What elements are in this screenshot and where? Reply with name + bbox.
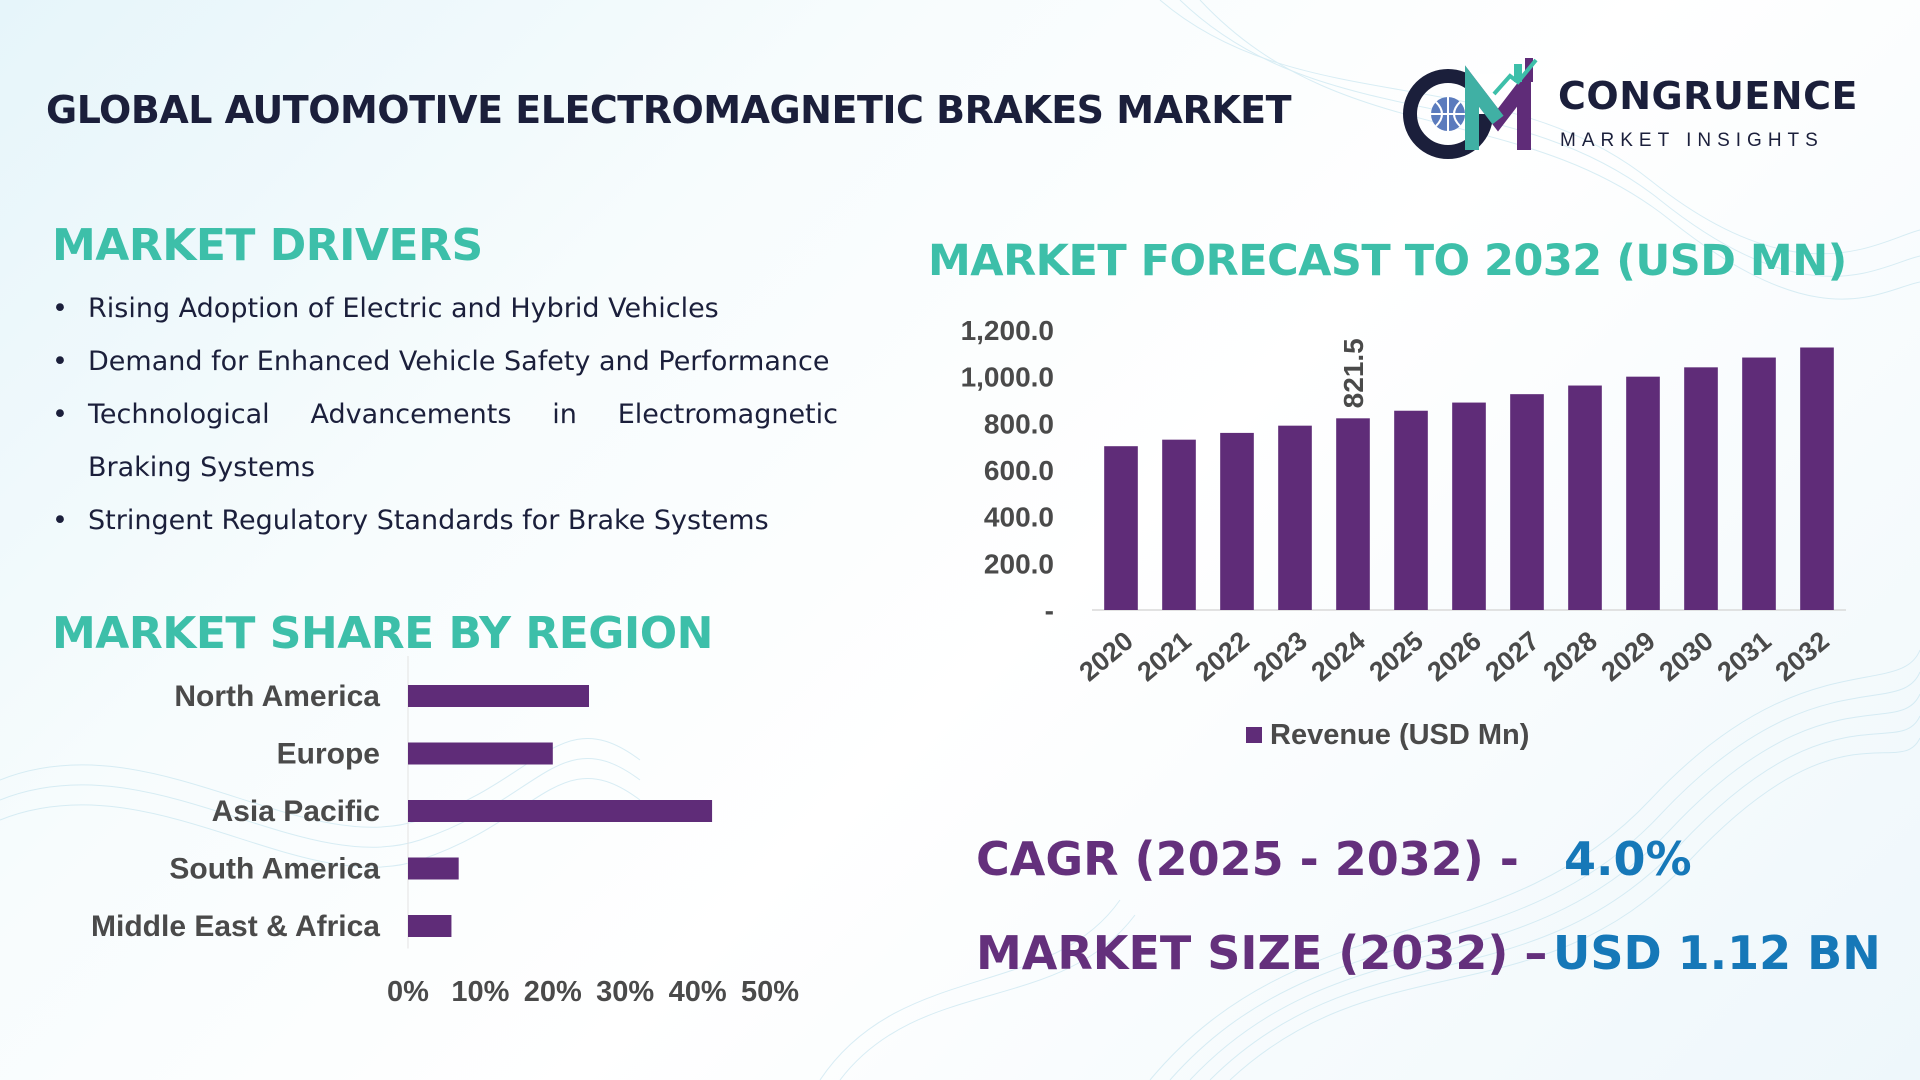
region-category-label: Asia Pacific xyxy=(212,795,380,828)
driver-item: Demand for Enhanced Vehicle Safety and P… xyxy=(52,335,838,388)
market-size-row: MARKET SIZE (2032) – USD 1.12 BN xyxy=(976,926,1881,980)
cagr-row: CAGR (2025 - 2032) - 4.0% xyxy=(976,832,1692,886)
forecast-x-tick-label: 2028 xyxy=(1538,626,1603,688)
forecast-x-tick-label: 2030 xyxy=(1654,626,1719,688)
region-x-tick-label: 20% xyxy=(524,976,582,1008)
cagr-value: 4.0% xyxy=(1564,832,1692,886)
page-title: GLOBAL AUTOMOTIVE ELECTROMAGNETIC BRAKES… xyxy=(46,88,1292,132)
driver-item: Stringent Regulatory Standards for Brake… xyxy=(52,494,838,547)
forecast-y-tick-label: 400.0 xyxy=(984,502,1054,533)
region-x-tick-label: 0% xyxy=(387,976,429,1008)
region-bar xyxy=(408,685,589,707)
region-bar xyxy=(408,742,553,765)
region-category-label: Europe xyxy=(277,738,380,771)
logo-name: CONGRUENCE xyxy=(1558,74,1858,118)
forecast-bar xyxy=(1336,418,1370,610)
forecast-bar xyxy=(1220,432,1254,610)
region-x-tick-label: 50% xyxy=(741,976,799,1008)
region-bar xyxy=(408,915,452,937)
cagr-label: CAGR (2025 - 2032) - xyxy=(976,832,1519,886)
market-size-value: USD 1.12 BN xyxy=(1552,926,1881,980)
forecast-legend-swatch xyxy=(1246,727,1262,743)
forecast-legend-label: Revenue (USD Mn) xyxy=(1270,719,1529,751)
drivers-list: Rising Adoption of Electric and Hybrid V… xyxy=(52,282,838,547)
forecast-bar xyxy=(1742,357,1776,610)
forecast-y-tick-label: - xyxy=(1045,595,1054,626)
region-category-label: Middle East & Africa xyxy=(91,910,380,943)
region-x-tick-label: 10% xyxy=(451,976,509,1008)
forecast-bar xyxy=(1394,410,1428,610)
region-category-label: North America xyxy=(174,680,380,713)
forecast-y-tick-label: 800.0 xyxy=(984,408,1054,439)
forecast-y-tick-label: 600.0 xyxy=(984,455,1054,486)
forecast-x-tick-label: 2024 xyxy=(1306,626,1371,688)
forecast-bar xyxy=(1800,347,1834,610)
region-title: MARKET SHARE BY REGION xyxy=(52,608,714,659)
region-bar xyxy=(408,800,713,822)
forecast-x-tick-label: 2025 xyxy=(1364,626,1429,688)
drivers-title: MARKET DRIVERS xyxy=(52,220,483,271)
forecast-x-tick-label: 2029 xyxy=(1596,626,1661,688)
forecast-bar xyxy=(1104,446,1138,610)
region-x-tick-label: 30% xyxy=(596,976,654,1008)
forecast-bar xyxy=(1684,367,1718,610)
forecast-x-tick-label: 2023 xyxy=(1248,626,1313,688)
forecast-x-tick-label: 2031 xyxy=(1712,626,1777,688)
forecast-x-tick-label: 2026 xyxy=(1422,626,1487,688)
brand-logo: CONGRUENCE MARKET INSIGHTS xyxy=(1402,54,1882,159)
forecast-bar xyxy=(1568,385,1602,610)
forecast-bar xyxy=(1510,394,1544,610)
region-bar xyxy=(408,857,459,880)
forecast-y-tick-label: 1,200.0 xyxy=(961,315,1054,346)
forecast-x-tick-label: 2022 xyxy=(1190,626,1255,688)
forecast-x-tick-label: 2020 xyxy=(1074,626,1139,688)
forecast-y-tick-label: 1,000.0 xyxy=(961,362,1054,393)
forecast-x-tick-label: 2021 xyxy=(1132,626,1197,688)
forecast-data-label: 821.5 xyxy=(1338,338,1369,408)
forecast-title: MARKET FORECAST TO 2032 (USD MN) xyxy=(928,236,1847,286)
forecast-bar xyxy=(1278,425,1312,610)
forecast-y-tick-label: 200.0 xyxy=(984,548,1054,579)
logo-subtitle: MARKET INSIGHTS xyxy=(1560,130,1824,151)
forecast-bar xyxy=(1452,402,1486,610)
forecast-bar xyxy=(1626,376,1660,610)
forecast-x-tick-label: 2027 xyxy=(1480,626,1545,688)
market-size-label: MARKET SIZE (2032) – xyxy=(976,926,1548,980)
region-x-tick-label: 40% xyxy=(669,976,727,1008)
forecast-bar xyxy=(1162,439,1196,610)
region-category-label: South America xyxy=(169,853,380,886)
driver-item: Technological Advancements in Electromag… xyxy=(52,388,838,494)
driver-item: Rising Adoption of Electric and Hybrid V… xyxy=(52,282,838,335)
forecast-x-tick-label: 2032 xyxy=(1770,626,1835,688)
cm-logo-icon xyxy=(1403,58,1538,159)
